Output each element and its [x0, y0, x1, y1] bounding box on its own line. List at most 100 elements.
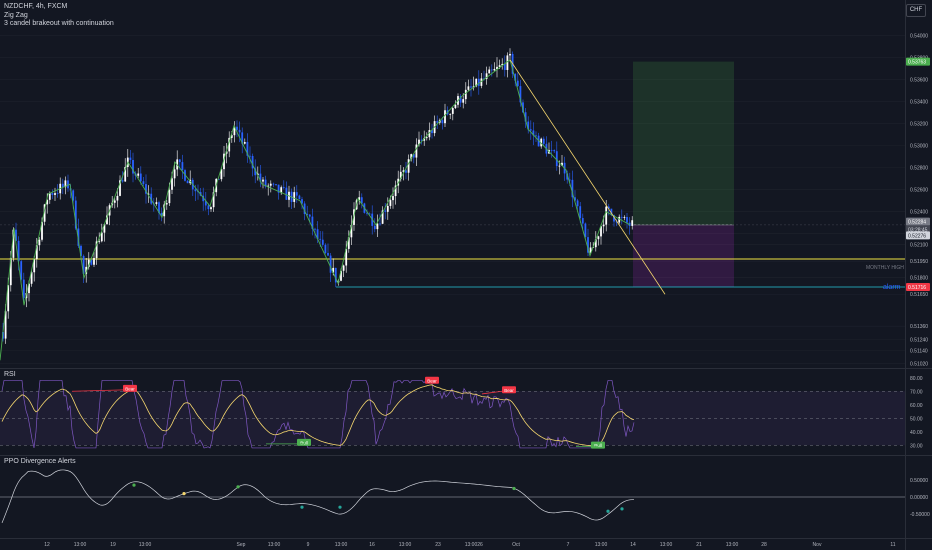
candle-body — [85, 266, 88, 274]
candle-body — [129, 157, 132, 161]
candle-body — [399, 171, 402, 179]
long-position-tool[interactable] — [633, 61, 734, 287]
time-tick-label: Oct — [512, 542, 520, 548]
candle-body — [233, 126, 236, 136]
ppo-tick-label: 0.50000 — [910, 478, 928, 484]
candle-body — [514, 73, 517, 81]
candle-body — [542, 138, 545, 144]
current-price-tag: 0.52284 — [908, 220, 926, 226]
price-candles[interactable] — [2, 48, 634, 344]
candle-body — [410, 154, 413, 160]
symbol-title[interactable]: NZDCHF, 4h, FXCM — [4, 3, 68, 10]
entry-price-tag: 0.52276 — [908, 233, 926, 239]
trend-line[interactable] — [509, 59, 666, 295]
ppo-alert-dot — [606, 509, 610, 513]
candle-body — [444, 110, 446, 124]
candle-body — [618, 216, 621, 223]
time-axis[interactable]: 12 13:00 19 13:00 Sep 13:00 9 13:00 16 13:00 23 13:… — [44, 542, 896, 548]
divergence-label: Bear — [504, 388, 514, 393]
candle-body — [267, 185, 270, 187]
ppo-alert-dot — [236, 485, 240, 489]
time-tick-label: Nov — [813, 542, 822, 548]
candle-body — [264, 179, 267, 187]
candle-body — [204, 201, 207, 206]
candle-body — [428, 130, 431, 138]
candle-body — [80, 245, 82, 256]
rsi-tick-label: 70.00 — [910, 389, 923, 395]
candle-body — [342, 265, 345, 271]
candle-body — [272, 183, 275, 185]
candle-body — [332, 267, 335, 273]
candle-body — [493, 69, 496, 71]
candle-body — [33, 258, 36, 273]
candle-body — [623, 217, 626, 218]
price-tick-label: 0.52600 — [910, 188, 928, 194]
time-tick-label: 9 — [307, 542, 310, 548]
candle-body — [626, 217, 628, 223]
candle-body — [275, 184, 277, 185]
price-axis[interactable]: 0.540000.538000.536000.534000.532000.530… — [910, 34, 930, 518]
horizontal-levels[interactable] — [0, 224, 905, 288]
candle-body — [506, 55, 509, 70]
candle-body — [67, 180, 69, 189]
alarm-price-tag-bg — [906, 282, 930, 291]
candle-body — [347, 237, 350, 249]
candle-body — [282, 187, 285, 189]
ppo-pane-title[interactable]: PPO Divergence Alerts — [4, 458, 76, 465]
ppo-alert-dot — [338, 505, 342, 509]
candle-body — [477, 78, 480, 86]
candle-body — [441, 120, 444, 124]
candle-body — [314, 228, 316, 230]
time-tick-label: 11 — [890, 542, 895, 548]
candle-body — [35, 245, 38, 259]
candle-body — [181, 162, 184, 171]
candle-body — [194, 189, 197, 192]
candle-body — [467, 86, 470, 90]
indicator-breakout-title[interactable]: 3 candel brakeout with continuation — [4, 20, 114, 27]
alarm-label[interactable]: alarm — [883, 284, 901, 291]
candle-body — [119, 180, 121, 196]
rsi-pane-title[interactable]: RSI — [4, 371, 16, 378]
candle-body — [431, 130, 433, 134]
candle-body — [56, 193, 59, 194]
candle-body — [454, 104, 457, 109]
candle-body — [483, 78, 485, 80]
candle-body — [327, 252, 329, 256]
candle-body — [389, 200, 392, 206]
rsi-tick-label: 40.00 — [910, 430, 923, 436]
descending-trendline — [509, 59, 666, 295]
rsi-pane[interactable]: Bear Bull Bear Bear Bull — [0, 376, 905, 449]
zigzag-line — [0, 58, 631, 361]
candle-body — [228, 137, 231, 152]
candle-body — [220, 169, 223, 180]
indicator-zigzag-title[interactable]: Zig Zag — [4, 12, 28, 19]
candle-body — [581, 218, 584, 224]
target-price-tag-bg — [906, 57, 930, 66]
candle-body — [155, 202, 158, 204]
divergence-label-bg — [502, 386, 516, 394]
time-tick-label: 14 — [630, 542, 636, 548]
countdown-tag-bg — [906, 225, 930, 234]
candle-body — [386, 205, 389, 212]
candle-body — [295, 192, 298, 196]
candle-body — [392, 196, 394, 201]
ppo-alert-dot — [300, 505, 304, 509]
candle-body — [373, 225, 376, 230]
price-tick-label: 0.51360 — [910, 324, 928, 330]
candle-body — [597, 236, 600, 240]
candle-body — [324, 244, 327, 253]
rsi-tick-label: 50.00 — [910, 416, 923, 422]
candle-body — [503, 63, 506, 70]
candle-body — [613, 215, 615, 222]
ppo-pane[interactable] — [0, 469, 905, 523]
candle-body — [7, 285, 10, 312]
currency-button[interactable]: CHF — [906, 4, 926, 17]
candle-body — [527, 121, 530, 130]
divergence-line — [481, 390, 503, 395]
divergence-label: Bear — [427, 378, 437, 383]
time-tick-label: 13:00 — [595, 542, 608, 548]
candle-body — [360, 197, 363, 204]
candle-body — [41, 221, 43, 240]
